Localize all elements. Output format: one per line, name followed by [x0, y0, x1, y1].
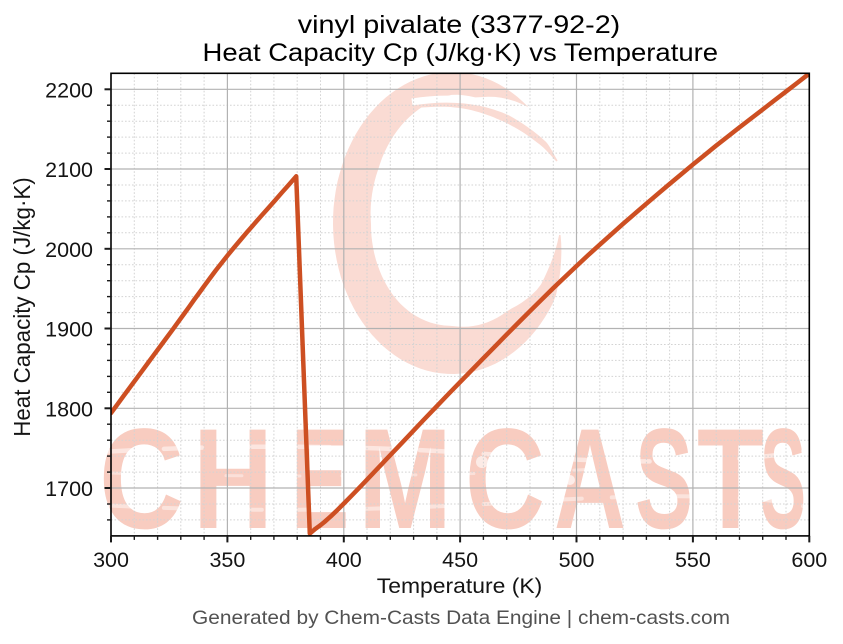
svg-text:Heat Capacity Cp (J/kg·K): Heat Capacity Cp (J/kg·K) — [9, 177, 35, 437]
svg-text:Heat Capacity Cp (J/kg·K) vs T: Heat Capacity Cp (J/kg·K) vs Temperature — [203, 39, 719, 67]
svg-text:500: 500 — [559, 548, 595, 572]
svg-text:Temperature (K): Temperature (K) — [377, 574, 543, 598]
svg-text:1900: 1900 — [45, 318, 93, 342]
svg-text:450: 450 — [442, 548, 478, 572]
svg-text:2200: 2200 — [45, 78, 93, 102]
svg-text:1700: 1700 — [45, 477, 93, 501]
svg-text:C: C — [99, 400, 184, 559]
svg-text:S: S — [760, 400, 806, 559]
svg-text:2100: 2100 — [45, 158, 93, 182]
svg-text:1800: 1800 — [45, 397, 93, 421]
svg-text:550: 550 — [675, 548, 711, 572]
svg-text:2000: 2000 — [45, 238, 93, 262]
svg-text:Generated by Chem-Casts Data E: Generated by Chem-Casts Data Engine | ch… — [192, 607, 730, 629]
svg-text:C: C — [465, 400, 545, 559]
svg-text:S: S — [635, 400, 693, 559]
svg-text:H: H — [193, 400, 273, 559]
svg-text:300: 300 — [93, 548, 129, 572]
svg-text:400: 400 — [326, 548, 362, 572]
svg-text:350: 350 — [209, 548, 245, 572]
svg-text:T: T — [697, 400, 764, 559]
svg-text:M: M — [358, 400, 452, 559]
svg-text:vinyl pivalate (3377-92-2): vinyl pivalate (3377-92-2) — [298, 11, 621, 39]
svg-text:600: 600 — [791, 548, 827, 572]
